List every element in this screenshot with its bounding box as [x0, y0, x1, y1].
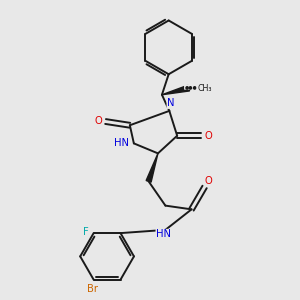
Text: O: O [95, 116, 103, 126]
Text: HN: HN [156, 230, 171, 239]
Polygon shape [146, 153, 158, 182]
Text: CH₃: CH₃ [197, 83, 212, 92]
Text: ●●●: ●●● [184, 84, 197, 89]
Text: HN: HN [114, 138, 129, 148]
Text: Br: Br [87, 284, 98, 294]
Text: O: O [204, 131, 212, 141]
Text: O: O [205, 176, 212, 186]
Text: N: N [167, 98, 175, 108]
Text: F: F [82, 227, 88, 237]
Polygon shape [162, 85, 190, 95]
